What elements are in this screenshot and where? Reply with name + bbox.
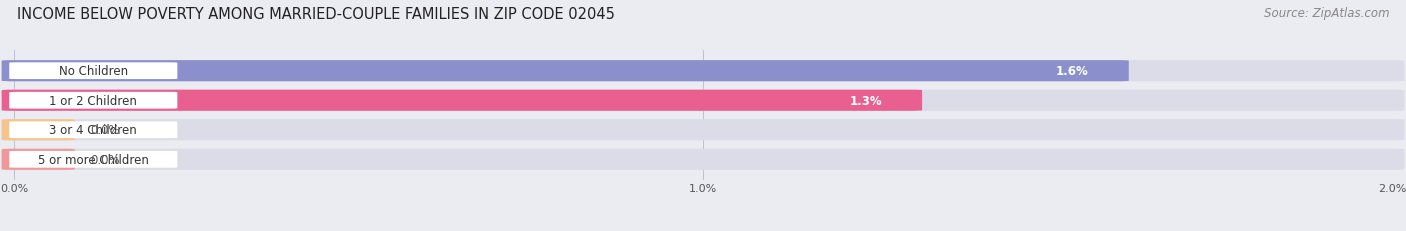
FancyBboxPatch shape — [10, 63, 177, 80]
Text: 5 or more Children: 5 or more Children — [38, 153, 149, 166]
FancyBboxPatch shape — [10, 122, 177, 139]
Text: INCOME BELOW POVERTY AMONG MARRIED-COUPLE FAMILIES IN ZIP CODE 02045: INCOME BELOW POVERTY AMONG MARRIED-COUPL… — [17, 7, 614, 22]
Text: No Children: No Children — [59, 65, 128, 78]
FancyBboxPatch shape — [1, 149, 75, 170]
Text: 0.0%: 0.0% — [90, 153, 120, 166]
FancyBboxPatch shape — [10, 92, 177, 109]
FancyBboxPatch shape — [1, 120, 75, 141]
FancyBboxPatch shape — [1, 149, 1405, 170]
FancyBboxPatch shape — [1, 61, 1405, 82]
Text: 1.6%: 1.6% — [1056, 65, 1088, 78]
FancyBboxPatch shape — [1, 90, 1405, 111]
Text: 1.3%: 1.3% — [849, 94, 882, 107]
FancyBboxPatch shape — [1, 61, 1129, 82]
Text: 0.0%: 0.0% — [90, 124, 120, 137]
FancyBboxPatch shape — [1, 120, 1405, 141]
Text: 1 or 2 Children: 1 or 2 Children — [49, 94, 138, 107]
FancyBboxPatch shape — [1, 90, 922, 111]
FancyBboxPatch shape — [10, 151, 177, 168]
Text: Source: ZipAtlas.com: Source: ZipAtlas.com — [1264, 7, 1389, 20]
Text: 3 or 4 Children: 3 or 4 Children — [49, 124, 138, 137]
